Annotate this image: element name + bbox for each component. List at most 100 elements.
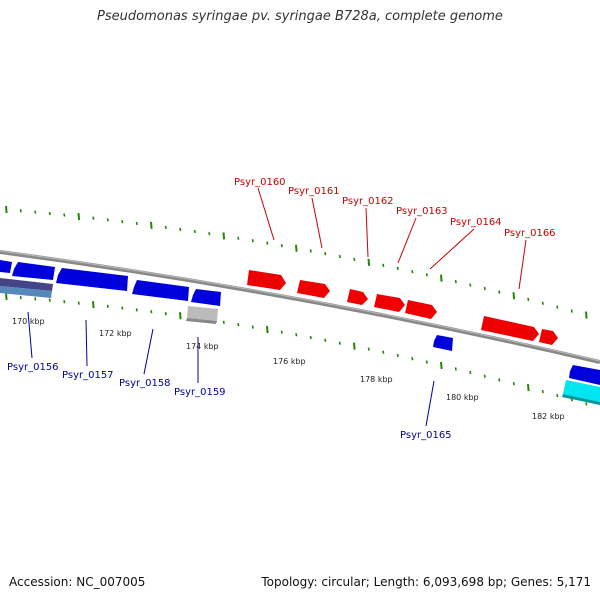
leader-line	[27, 311, 33, 359]
outer-tick	[19, 209, 22, 213]
kbp-label: 172 kbp	[99, 329, 132, 338]
inner-tick	[541, 389, 544, 394]
inner-tick	[237, 322, 240, 327]
annotation-bar	[0, 278, 53, 291]
gene-arrow-forward[interactable]	[374, 294, 405, 312]
top-gene-labels: Psyr_0160 Psyr_0161 Psyr_0162 Psyr_0163 …	[234, 177, 556, 290]
gene-arrow-reverse[interactable]	[433, 335, 453, 351]
inner-tick	[179, 312, 182, 320]
outer-tick	[440, 274, 443, 282]
gene-label-psyr-0159[interactable]: Psyr_0159	[174, 387, 226, 398]
outer-tick	[353, 257, 356, 262]
outer-tick	[541, 301, 544, 305]
outer-tick	[527, 297, 530, 302]
outer-tick	[121, 219, 124, 224]
inner-tick	[280, 330, 283, 334]
inner-tick	[92, 301, 95, 309]
gene-arrow-reverse[interactable]	[56, 268, 128, 291]
inner-tick	[48, 298, 51, 302]
outer-tick	[338, 254, 341, 259]
inner-tick	[77, 301, 80, 305]
gene-arrow-forward[interactable]	[247, 270, 286, 290]
gene-label-psyr-0157[interactable]: Psyr_0157	[62, 370, 114, 381]
gene-arrow-reverse[interactable]	[0, 260, 12, 273]
inner-tick	[295, 333, 298, 337]
inner-tick	[164, 312, 167, 316]
inner-tick	[266, 325, 269, 334]
gene-arrow-reverse[interactable]	[132, 280, 189, 301]
gene-arrow-reverse[interactable]	[191, 289, 221, 306]
leader-line	[397, 217, 417, 264]
gene-arrow-forward[interactable]	[405, 300, 437, 319]
outer-tick	[425, 273, 428, 277]
outer-tick	[309, 249, 312, 253]
genome-summary: Topology: circular; Length: 6,093,698 bp…	[261, 575, 591, 589]
outer-tick	[382, 263, 385, 268]
gene-label-psyr-0160[interactable]: Psyr_0160	[234, 177, 286, 188]
genome-backbone-highlight	[0, 250, 600, 362]
gene-label-psyr-0165[interactable]: Psyr_0165	[400, 430, 452, 441]
gene-arrow-forward[interactable]	[347, 289, 368, 305]
outer-tick	[77, 212, 81, 221]
inner-tick	[353, 342, 356, 350]
outer-tick	[208, 232, 211, 236]
outer-tick	[150, 221, 153, 229]
gene-arrow-forward[interactable]	[539, 329, 558, 345]
gene-arrow-reverse[interactable]	[12, 262, 55, 280]
gene-label-psyr-0162[interactable]: Psyr_0162	[342, 196, 394, 207]
gene-label-psyr-0166[interactable]: Psyr_0166	[504, 228, 556, 239]
outer-tick	[570, 309, 573, 313]
kbp-label: 174 kbp	[186, 342, 219, 351]
inner-tick	[135, 308, 138, 312]
leader-line	[143, 328, 154, 375]
leader-line	[429, 228, 475, 270]
inner-tick	[556, 393, 559, 398]
accession-label: Accession: NC_007005	[9, 575, 146, 589]
inner-tick	[527, 384, 530, 392]
inner-tick	[63, 300, 66, 304]
inner-tick	[512, 382, 515, 386]
outer-tick	[48, 211, 51, 216]
inner-tick	[454, 367, 457, 371]
outer-tick	[5, 205, 8, 214]
gene-label-psyr-0161[interactable]: Psyr_0161	[288, 186, 340, 197]
leader-line	[311, 197, 323, 249]
outer-tick	[498, 290, 501, 294]
inner-tick	[121, 306, 124, 310]
outer-tick	[469, 283, 472, 287]
inner-tick	[106, 304, 109, 309]
outer-tick	[556, 305, 559, 309]
bottom-gene-labels: Psyr_0156 Psyr_0157 Psyr_0158 Psyr_0159 …	[7, 311, 452, 441]
leader-line	[85, 319, 88, 367]
gene-arrow-reverse[interactable]	[569, 365, 600, 385]
gene-arrow-forward[interactable]	[297, 280, 330, 298]
inner-tick	[425, 360, 428, 364]
kbp-scale: 170 kbp 172 kbp 174 kbp 176 kbp 178 kbp …	[12, 317, 565, 421]
inner-tick	[367, 347, 370, 351]
leader-line	[257, 187, 275, 241]
kbp-label: 182 kbp	[532, 412, 565, 421]
kbp-label: 180 kbp	[446, 393, 479, 402]
gene-arrow-forward[interactable]	[481, 316, 539, 341]
gene-label-psyr-0158[interactable]: Psyr_0158	[119, 378, 171, 389]
inner-tick	[483, 374, 486, 378]
inner-tick	[19, 295, 22, 300]
outer-tick	[411, 269, 414, 274]
gene-label-psyr-0156[interactable]: Psyr_0156	[7, 362, 59, 373]
gene-label-psyr-0164[interactable]: Psyr_0164	[450, 217, 502, 228]
inner-tick	[469, 370, 472, 375]
kbp-label: 170 kbp	[12, 317, 45, 326]
inner-tick	[5, 292, 8, 301]
inner-tick	[34, 297, 37, 301]
kbp-label: 178 kbp	[360, 375, 393, 384]
annotation-bar-grey-edge	[186, 318, 217, 324]
outer-tick	[179, 227, 182, 232]
outer-tick	[237, 236, 240, 240]
outer-tick	[135, 221, 138, 226]
outer-tick	[63, 213, 66, 217]
gene-label-psyr-0163[interactable]: Psyr_0163	[396, 206, 448, 217]
annotation-bar	[0, 286, 52, 298]
outer-tick	[324, 252, 327, 256]
annotation-bar-cyan-edge	[562, 394, 600, 405]
